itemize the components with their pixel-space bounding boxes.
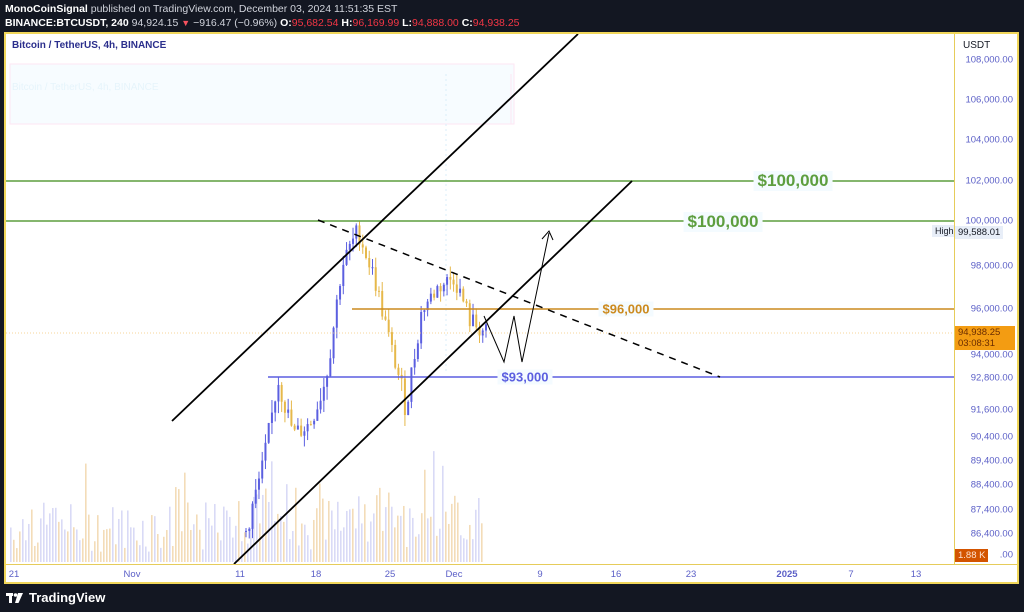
price-tick-label: 96,000.00 (970, 303, 1013, 315)
open-value: 95,682.54 (291, 17, 339, 29)
price-tick-label: 98,000.00 (970, 260, 1013, 272)
currency-label[interactable]: USDT (963, 40, 991, 51)
price-tick-label: 106,000.00 (965, 94, 1013, 106)
close-value: 94,938.25 (472, 17, 520, 29)
open-label: O: (280, 17, 292, 29)
time-tick-label: 2025 (776, 569, 798, 580)
price-tick-label: 90,400.00 (970, 431, 1013, 443)
low-label: L: (402, 17, 413, 29)
tradingview-logo-icon (6, 592, 23, 603)
time-tick-label: 23 (685, 569, 697, 580)
chart-frame: Bitcoin / TetherUS, 4h, BINANCE Bitcoin … (4, 32, 1019, 584)
time-tick-label: 7 (848, 569, 854, 580)
time-tick-label: 18 (310, 569, 322, 580)
last-price: 94,924.15 (131, 17, 179, 29)
time-tick-label: 13 (910, 569, 922, 580)
price-tick-label: 86,400.00 (970, 528, 1013, 540)
symbol-label: BINANCE:BTCUSDT, 240 (5, 17, 129, 29)
high-value: 96,169.99 (352, 17, 400, 29)
down-triangle-icon: ▼ (181, 18, 191, 28)
publish-header: MonoCoinSignal published on TradingView.… (5, 2, 520, 30)
high-marker-label: High (932, 225, 954, 237)
tradingview-logo[interactable]: TradingView (6, 590, 105, 605)
time-tick-label: 16 (610, 569, 622, 580)
author-name[interactable]: MonoCoinSignal (5, 3, 88, 15)
close-label: C: (461, 17, 473, 29)
low-value: 94,888.00 (412, 17, 459, 29)
price-change: −916.47 (−0.96%) (193, 17, 278, 29)
bar-countdown: 03:08:31 (958, 338, 995, 349)
brand-name: TradingView (29, 590, 106, 605)
volume-bars (10, 451, 483, 562)
ghost-legend: Bitcoin / TetherUS, 4h, BINANCE (12, 82, 159, 93)
high-value-badge: 99,588.01 (955, 226, 1004, 239)
price-tick-label: 91,600.00 (970, 404, 1013, 416)
level-label-100k-lower[interactable]: $100,000 (683, 212, 763, 232)
level-label-93k[interactable]: $93,000 (497, 369, 553, 385)
price-tick-label: 108,000.00 (965, 54, 1013, 66)
candles (245, 221, 487, 539)
price-tick-label: 100,000.00 (965, 215, 1013, 227)
level-label-96k[interactable]: $96,000 (598, 301, 654, 317)
price-tick-label: 92,800.00 (970, 372, 1013, 384)
volume-badge: 1.88 K (955, 549, 989, 562)
price-tick-label: 94,000.00 (970, 349, 1013, 361)
time-tick-label: 9 (537, 569, 543, 580)
high-label: H: (341, 17, 353, 29)
price-tick-label: 89,400.00 (970, 455, 1013, 467)
time-tick-label: Nov (123, 569, 141, 580)
current-price-badge: 94,938.25 03:08:31 (955, 326, 1015, 350)
chart-legend-title[interactable]: Bitcoin / TetherUS, 4h, BINANCE (12, 40, 167, 51)
time-tick-label: 25 (384, 569, 396, 580)
time-tick-label: 11 (235, 569, 245, 580)
current-price: 94,938.25 (958, 327, 1001, 338)
price-tick-label: 87,400.00 (970, 504, 1013, 516)
level-label-100k-upper[interactable]: $100,000 (753, 171, 833, 191)
chart-canvas (6, 34, 954, 564)
price-tick-label: 102,000.00 (965, 175, 1013, 187)
time-tick-label: 21 (8, 569, 20, 580)
chart-plot-area[interactable]: Bitcoin / TetherUS, 4h, BINANCE Bitcoin … (6, 34, 954, 564)
price-tick-label: 88,400.00 (970, 479, 1013, 491)
time-tick-label: Dec (445, 569, 463, 580)
price-tick-label: .00 (999, 549, 1013, 561)
price-tick-label: 104,000.00 (965, 134, 1013, 146)
time-axis[interactable]: 21 Nov 11 18 25 Dec 9 16 23 2025 7 13 (6, 564, 1017, 582)
published-text: published on TradingView.com, December 0… (90, 3, 398, 15)
price-axis[interactable]: USDT 108,000.00 106,000.00 104,000.00 102,0… (954, 34, 1017, 564)
